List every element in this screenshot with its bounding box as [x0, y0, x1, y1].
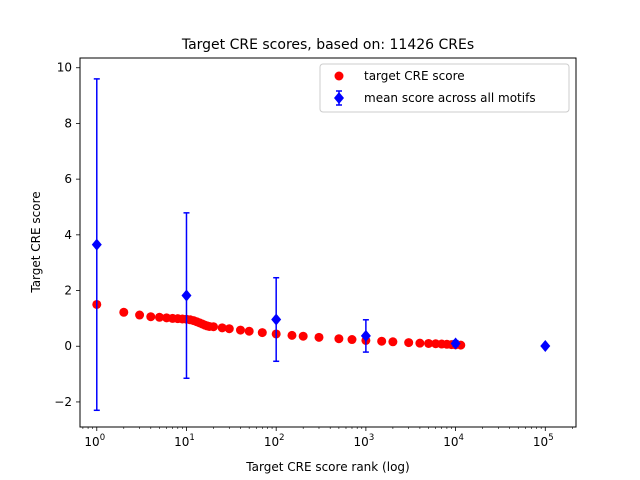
data-point-mean-score [450, 337, 461, 350]
x-tick-label: 100 [84, 433, 105, 449]
data-point-mean-score [271, 313, 282, 326]
data-point-mean-score [540, 339, 551, 352]
legend-label-mean-score: mean score across all motifs [364, 91, 536, 105]
y-tick-label: −2 [54, 395, 72, 409]
x-axis-label: Target CRE score rank (log) [245, 460, 409, 474]
data-point-target-cre-score [334, 334, 344, 344]
data-point-target-cre-score [244, 326, 254, 336]
y-axis: −2 0 2 4 6 8 10 [54, 61, 80, 409]
y-tick-label: 0 [64, 339, 72, 353]
y-tick-label: 10 [57, 61, 72, 75]
data-point-target-cre-score [146, 312, 156, 322]
data-point-target-cre-score [287, 330, 297, 340]
x-tick-label: 104 [443, 433, 464, 449]
data-point-target-cre-score [235, 325, 245, 335]
data-point-mean-score [91, 238, 102, 251]
y-tick-label: 4 [64, 228, 72, 242]
data-point-target-cre-score [415, 338, 425, 348]
legend-marker-mean-score [334, 92, 344, 104]
x-tick-label: 101 [174, 433, 195, 449]
chart-title: Target CRE scores, based on: 11426 CREs [181, 37, 474, 53]
data-point-target-cre-score [224, 324, 234, 334]
data-point-target-cre-score [154, 312, 164, 322]
data-point-target-cre-score [424, 338, 434, 348]
data-point-target-cre-score [257, 328, 267, 338]
legend: target CRE score mean score across all m… [319, 63, 570, 113]
legend-box [319, 63, 570, 113]
data-point-target-cre-score [404, 338, 414, 348]
y-tick-label: 8 [64, 116, 72, 130]
axes-frame [79, 57, 577, 428]
data-point-target-cre-score [298, 331, 308, 341]
y-axis-label: Target CRE score [29, 191, 43, 293]
data-point-target-cre-score [388, 337, 398, 347]
y-tick-label: 6 [64, 172, 72, 186]
data-point-mean-score [360, 329, 371, 342]
x-tick-label: 105 [533, 433, 554, 449]
data-point-target-cre-score [314, 332, 324, 342]
legend-label-target-cre-score: target CRE score [364, 69, 465, 83]
data-point-mean-score [181, 289, 192, 302]
x-tick-label: 103 [354, 433, 375, 449]
x-tick-label: 102 [264, 433, 285, 449]
legend-marker-target-cre-score [334, 71, 344, 81]
data-point-target-cre-score [135, 310, 145, 320]
y-tick-label: 2 [64, 284, 72, 298]
data-point-target-cre-score [347, 335, 357, 345]
plot-area [91, 78, 551, 412]
data-point-target-cre-score [377, 336, 387, 346]
data-point-target-cre-score [217, 323, 227, 333]
data-point-target-cre-score [119, 307, 129, 317]
x-axis: 100 101 102 103 104 105 [82, 427, 573, 449]
data-point-target-cre-score [208, 322, 218, 332]
